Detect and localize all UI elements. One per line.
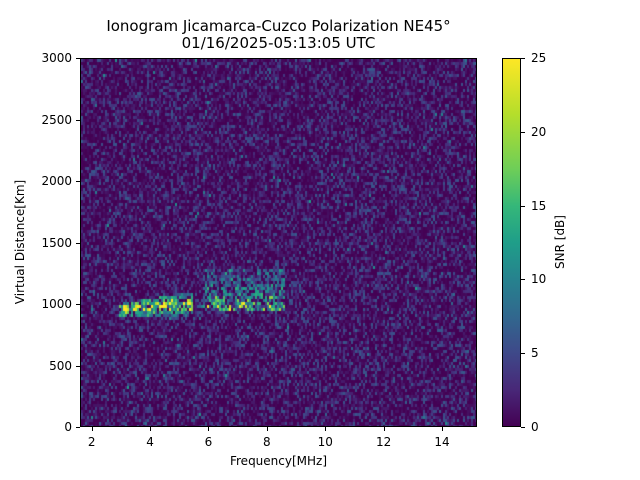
y-tick-mark — [76, 304, 80, 305]
y-tick-label: 0 — [64, 420, 72, 434]
colorbar-tick-mark — [521, 131, 525, 133]
chart-title: Ionogram Jicamarca-Cuzco Polarization NE… — [106, 17, 451, 35]
x-tick-mark — [441, 427, 443, 431]
x-tick-label: 4 — [146, 435, 154, 449]
colorbar-tick-mark — [521, 205, 525, 207]
x-tick-label: 12 — [375, 435, 392, 449]
colorbar-tick-label: 25 — [531, 51, 547, 65]
colorbar-tick-label: 20 — [531, 124, 547, 139]
colorbar-tick-label: 5 — [531, 346, 539, 361]
y-tick-label: 2000 — [41, 174, 72, 188]
colorbar-tick-mark — [521, 427, 525, 428]
x-tick-mark — [91, 427, 93, 431]
x-tick-label: 6 — [204, 435, 213, 449]
y-tick-label: 1500 — [41, 235, 72, 250]
x-tick-mark — [383, 427, 385, 431]
colorbar-tick-label: 0 — [531, 420, 539, 434]
colorbar-tick-label: 10 — [531, 272, 547, 287]
x-tick-mark — [266, 427, 268, 431]
x-tick-label: 2 — [87, 435, 96, 449]
y-tick-label: 500 — [49, 358, 72, 373]
colorbar-label: SNR [dB] — [553, 215, 567, 269]
y-tick-mark — [76, 119, 80, 121]
x-tick-mark — [150, 427, 152, 431]
x-tick-label: 14 — [434, 435, 450, 449]
y-tick-mark — [76, 427, 80, 428]
x-tick-label: 10 — [317, 435, 333, 449]
colorbar — [502, 58, 521, 427]
x-tick-mark — [325, 427, 327, 431]
x-tick-label: 8 — [262, 435, 271, 449]
y-tick-mark — [76, 181, 80, 182]
y-tick-mark — [76, 242, 80, 244]
colorbar-tick-mark — [521, 279, 525, 281]
x-tick-mark — [208, 427, 210, 431]
y-tick-mark — [76, 365, 80, 367]
y-tick-label: 1000 — [41, 297, 72, 311]
chart-subtitle: 01/16/2025-05:13:05 UTC — [181, 34, 376, 52]
colorbar-tick-label: 15 — [531, 198, 547, 213]
ionogram-heatmap — [80, 58, 477, 427]
y-axis-label: Virtual Distance[Km] — [13, 179, 27, 305]
y-tick-label: 2500 — [41, 112, 72, 127]
colorbar-tick-mark — [521, 353, 525, 355]
x-axis-label: Frequency[MHz] — [229, 454, 328, 468]
y-tick-mark — [76, 58, 80, 59]
colorbar-tick-mark — [521, 58, 525, 59]
y-tick-label: 3000 — [41, 51, 72, 65]
